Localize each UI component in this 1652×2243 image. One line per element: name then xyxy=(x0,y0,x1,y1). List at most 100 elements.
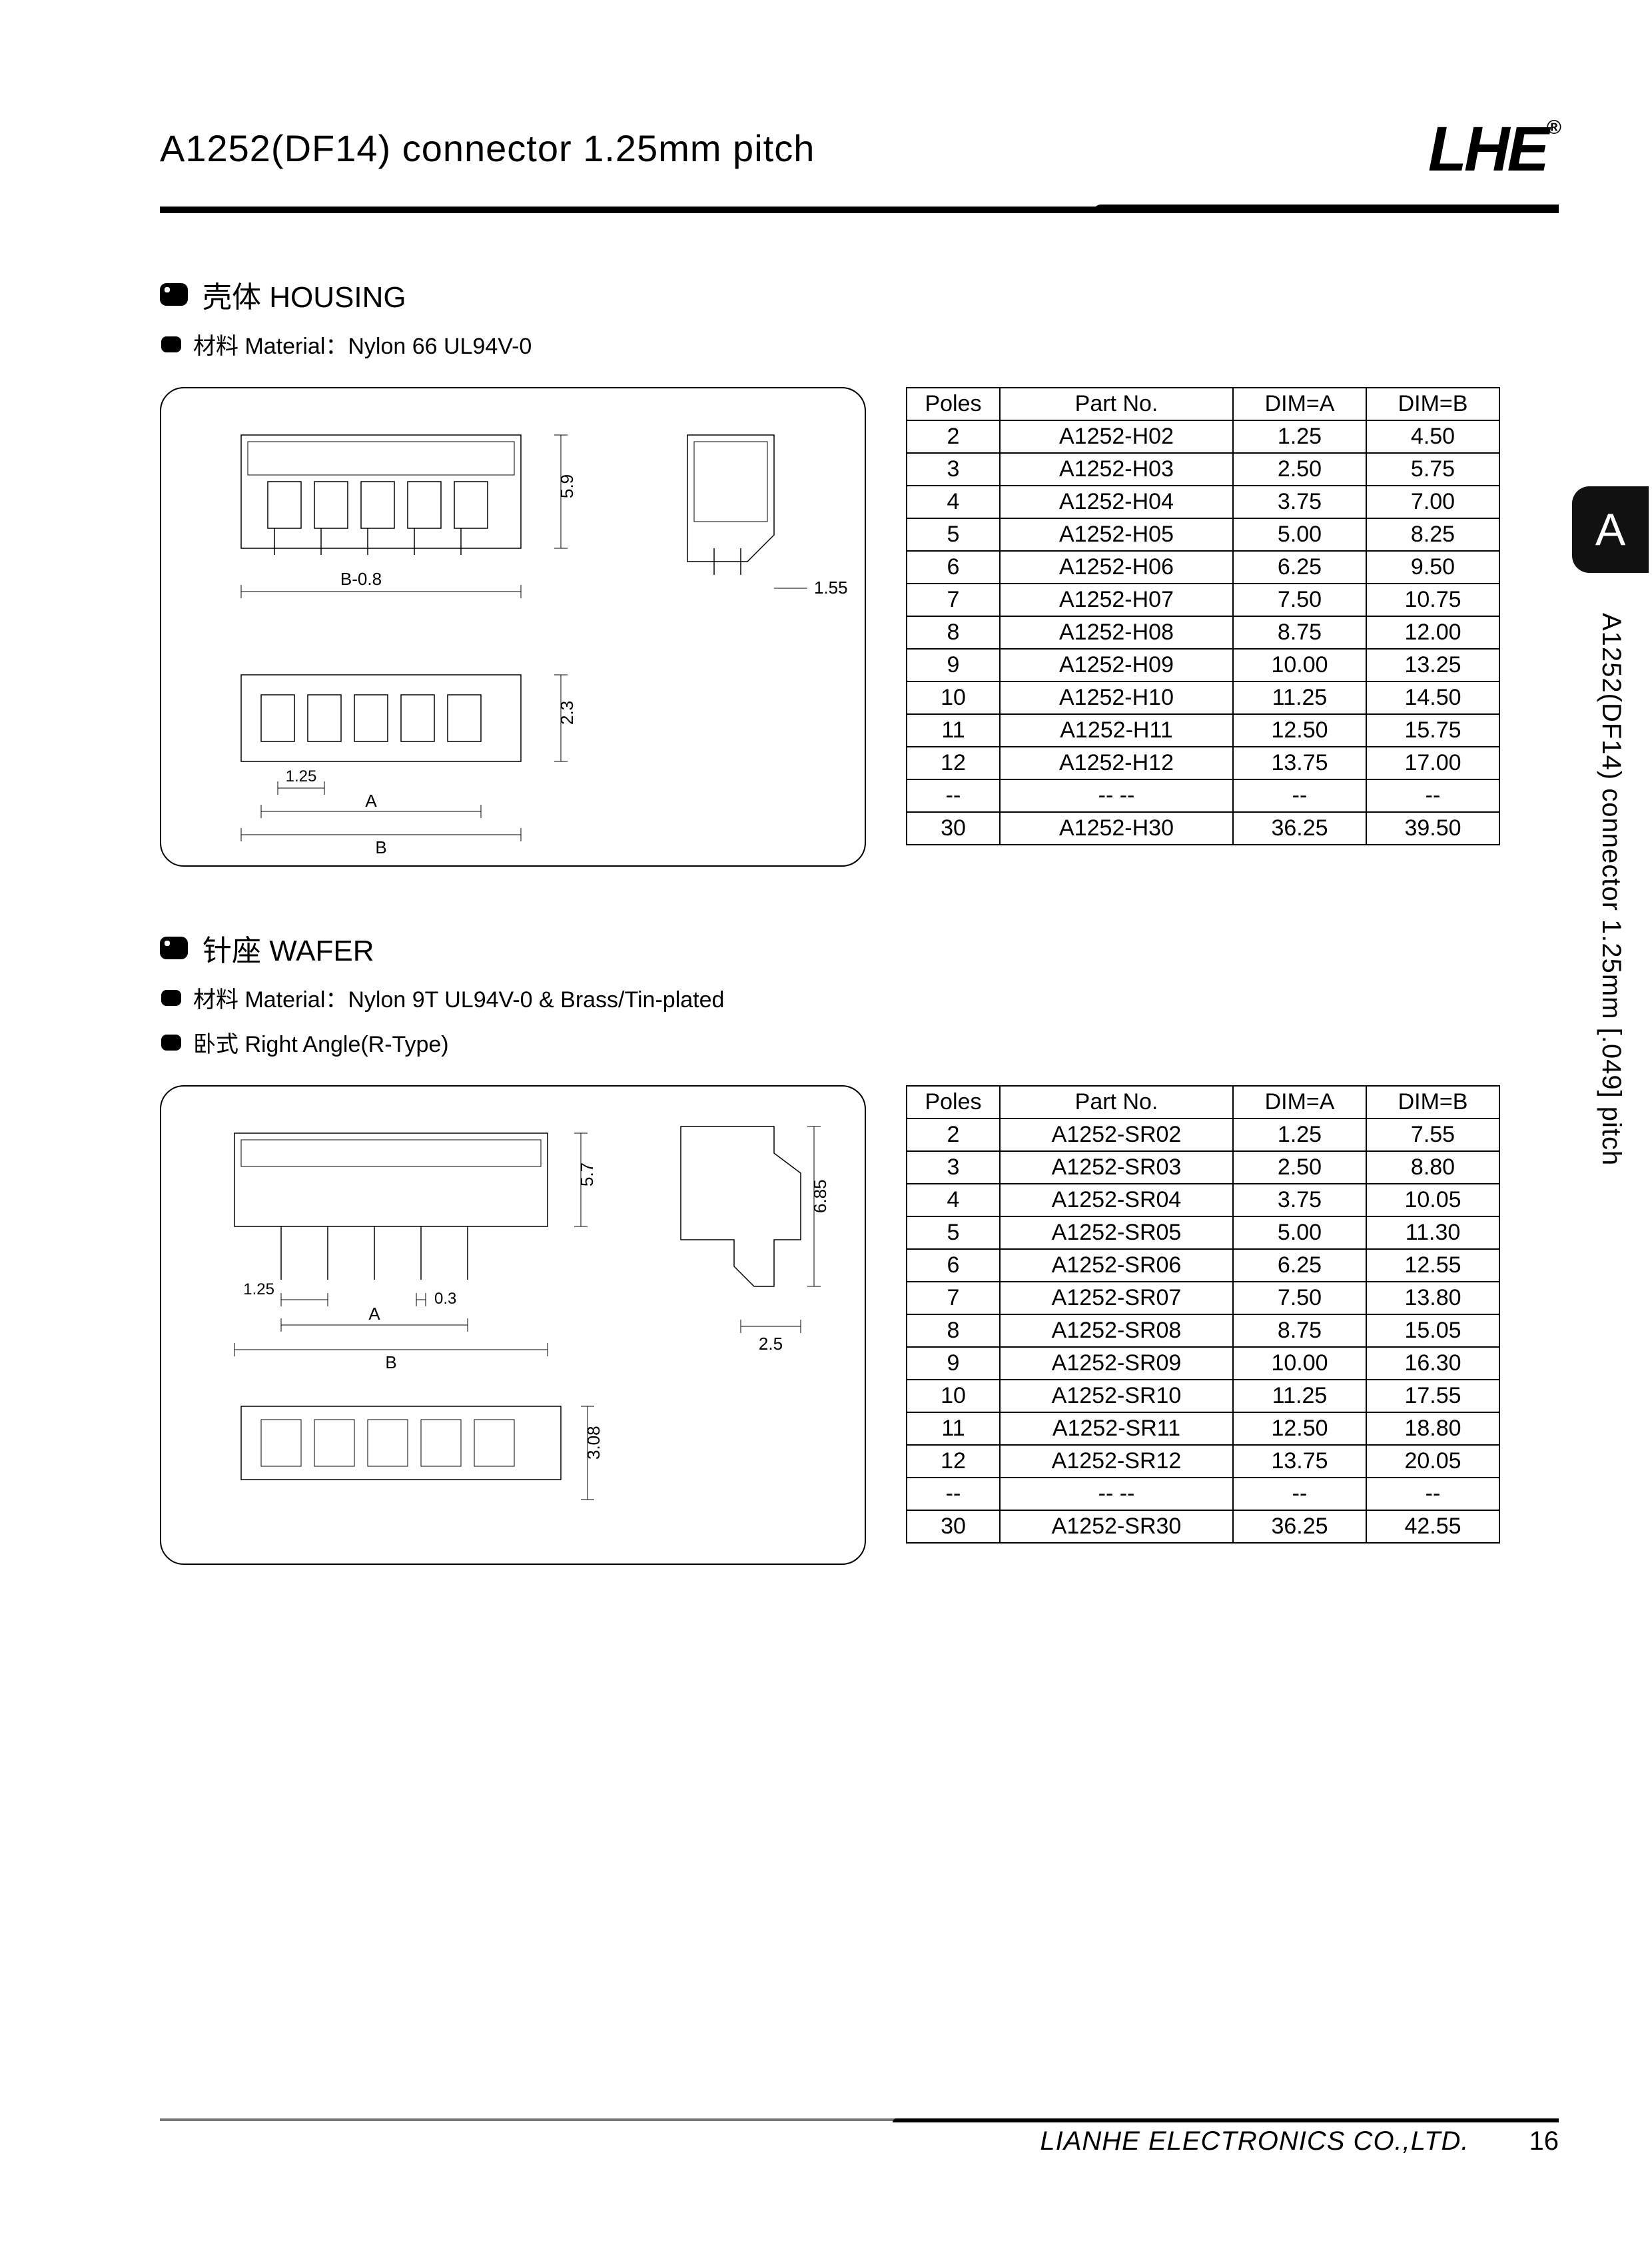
side-vertical-label: A1252(DF14) connector 1.25mm [.049] pitc… xyxy=(1596,613,1626,1166)
table-header-row: Poles Part No. DIM=A DIM=B xyxy=(907,388,1499,420)
housing-row: 5.9 B-0.8 1.55 xyxy=(160,387,1559,867)
table-cell: 4 xyxy=(907,1184,1000,1216)
dim-h2: 3.08 xyxy=(584,1426,604,1460)
table-row: 6A1252-H066.259.50 xyxy=(907,551,1499,584)
table-cell: 12.50 xyxy=(1233,714,1366,747)
page: A1252(DF14) connector 1.25mm pitch LHE® … xyxy=(0,0,1652,2243)
table-row: 7A1252-H077.5010.75 xyxy=(907,584,1499,616)
table-cell: A1252-SR08 xyxy=(1000,1314,1233,1347)
table-cell: 15.05 xyxy=(1366,1314,1499,1347)
table-cell: 9.50 xyxy=(1366,551,1499,584)
table-row: 2A1252-H021.254.50 xyxy=(907,420,1499,453)
table-row: 2A1252-SR021.257.55 xyxy=(907,1119,1499,1151)
table-cell: 2 xyxy=(907,420,1000,453)
table-cell: 11 xyxy=(907,1412,1000,1445)
bullet-icon xyxy=(161,1035,181,1051)
registered-mark: ® xyxy=(1547,117,1559,139)
table-row: 11A1252-H1112.5015.75 xyxy=(907,714,1499,747)
table-cell: 10.75 xyxy=(1366,584,1499,616)
table-cell: 12 xyxy=(907,1445,1000,1478)
dim-a: A xyxy=(365,791,377,811)
housing-svg: 5.9 B-0.8 1.55 xyxy=(161,388,867,868)
table-cell: 7.00 xyxy=(1366,486,1499,518)
table-row: 5A1252-SR055.0011.30 xyxy=(907,1216,1499,1249)
table-cell: 7 xyxy=(907,1282,1000,1314)
table-cell: 4 xyxy=(907,486,1000,518)
dim-side: 2.5 xyxy=(759,1334,783,1354)
table-row: 8A1252-SR088.7515.05 xyxy=(907,1314,1499,1347)
dim-bminus: B-0.8 xyxy=(340,569,382,589)
col-partno: Part No. xyxy=(1000,388,1233,420)
table-cell: 6 xyxy=(907,551,1000,584)
page-title: A1252(DF14) connector 1.25mm pitch xyxy=(160,127,1559,170)
table-cell: 10 xyxy=(907,681,1000,714)
table-cell: 7.50 xyxy=(1233,1282,1366,1314)
table-cell: A1252-H02 xyxy=(1000,420,1233,453)
table-cell: A1252-SR03 xyxy=(1000,1151,1233,1184)
table-cell: -- xyxy=(1233,779,1366,812)
col-dima: DIM=A xyxy=(1233,1086,1366,1119)
table-cell: 14.50 xyxy=(1366,681,1499,714)
col-dimb: DIM=B xyxy=(1366,388,1499,420)
table-cell: 1.25 xyxy=(1233,1119,1366,1151)
dim-overall-h: 6.85 xyxy=(810,1179,830,1213)
table-cell: 8 xyxy=(907,1314,1000,1347)
table-cell: 8 xyxy=(907,616,1000,649)
dim-h: 5.9 xyxy=(557,474,577,498)
table-cell: 8.75 xyxy=(1233,616,1366,649)
dim-lead: 0.3 xyxy=(434,1290,456,1308)
table-cell: -- xyxy=(1366,1478,1499,1510)
table-cell: 5.00 xyxy=(1233,518,1366,551)
table-row: 3A1252-H032.505.75 xyxy=(907,453,1499,486)
table-cell: A1252-H03 xyxy=(1000,453,1233,486)
table-cell: 6.25 xyxy=(1233,1249,1366,1282)
table-cell: 7.50 xyxy=(1233,584,1366,616)
dim-h: 5.7 xyxy=(577,1162,597,1186)
table-row: 6A1252-SR066.2512.55 xyxy=(907,1249,1499,1282)
table-cell: 2.50 xyxy=(1233,453,1366,486)
side-tab: A A1252(DF14) connector 1.25mm [.049] pi… xyxy=(1572,486,1652,1166)
section-housing: 壳体 HOUSING 材料 Material：Nylon 66 UL94V-0 xyxy=(160,273,1559,867)
table-cell: 30 xyxy=(907,812,1000,845)
dim-pitch: 1.25 xyxy=(286,767,317,785)
dim-b: B xyxy=(375,837,386,857)
table-cell: 15.75 xyxy=(1366,714,1499,747)
table-cell: A1252-SR05 xyxy=(1000,1216,1233,1249)
table-row: 4A1252-H043.757.00 xyxy=(907,486,1499,518)
table-row: 5A1252-H055.008.25 xyxy=(907,518,1499,551)
footer: LIANHE ELECTRONICS CO.,LTD. 16 xyxy=(160,2118,1559,2156)
table-cell: -- xyxy=(907,779,1000,812)
table-cell: 5.00 xyxy=(1233,1216,1366,1249)
section-title: 壳体 HOUSING xyxy=(203,273,406,316)
table-row: 30A1252-SR3036.2542.55 xyxy=(907,1510,1499,1543)
logo-text: LHE xyxy=(1428,114,1547,185)
table-cell: 2 xyxy=(907,1119,1000,1151)
table-cell: 9 xyxy=(907,1347,1000,1380)
table-cell: 20.05 xyxy=(1366,1445,1499,1478)
table-cell: A1252-H04 xyxy=(1000,486,1233,518)
footer-company: LIANHE ELECTRONICS CO.,LTD. xyxy=(1040,2126,1469,2156)
dim-h2: 2.3 xyxy=(557,701,577,725)
material-label: 材料 Material：Nylon 9T UL94V-0 & Brass/Tin… xyxy=(193,981,724,1014)
col-poles: Poles xyxy=(907,1086,1000,1119)
table-row: ---- ------ xyxy=(907,1478,1499,1510)
table-cell: 12.50 xyxy=(1233,1412,1366,1445)
col-dima: DIM=A xyxy=(1233,388,1366,420)
table-row: 11A1252-SR1112.5018.80 xyxy=(907,1412,1499,1445)
table-row: 8A1252-H088.7512.00 xyxy=(907,616,1499,649)
table-cell: 42.55 xyxy=(1366,1510,1499,1543)
wafer-diagram: 5.7 1.25 0.3 A xyxy=(160,1085,866,1565)
housing-table: Poles Part No. DIM=A DIM=B 2A1252-H021.2… xyxy=(906,387,1500,845)
dim-pitch: 1.25 xyxy=(243,1280,274,1298)
table-cell: A1252-SR04 xyxy=(1000,1184,1233,1216)
section-heading: 壳体 HOUSING xyxy=(160,273,1559,316)
bullet-icon xyxy=(160,937,188,959)
table-cell: 5 xyxy=(907,1216,1000,1249)
bullet-icon xyxy=(161,990,181,1006)
wafer-table: Poles Part No. DIM=A DIM=B 2A1252-SR021.… xyxy=(906,1085,1500,1544)
table-cell: 3 xyxy=(907,453,1000,486)
table-cell: A1252-H30 xyxy=(1000,812,1233,845)
table-cell: 7 xyxy=(907,584,1000,616)
table-header-row: Poles Part No. DIM=A DIM=B xyxy=(907,1086,1499,1119)
table-row: 3A1252-SR032.508.80 xyxy=(907,1151,1499,1184)
